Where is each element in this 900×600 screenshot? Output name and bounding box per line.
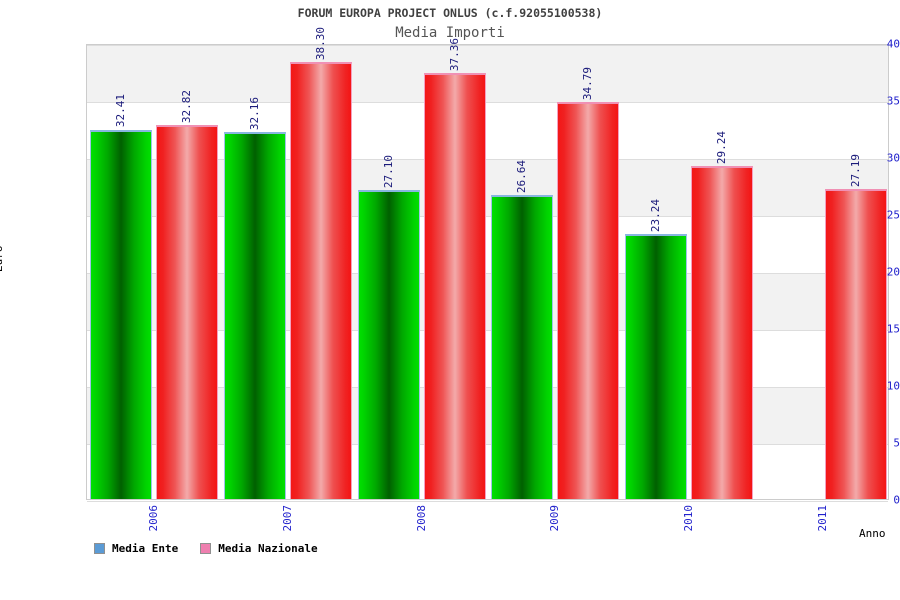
chart-subtitle: Media Importi bbox=[395, 25, 505, 41]
y-tick-label: 40 bbox=[886, 37, 900, 51]
y-tick-label: 35 bbox=[886, 94, 900, 108]
bar-2009-nazionale[interactable]: 34.79 bbox=[557, 67, 620, 499]
y-tick-label: 10 bbox=[886, 379, 900, 393]
legend-entry[interactable]: Media Ente bbox=[94, 542, 178, 555]
background-band bbox=[87, 273, 888, 330]
bar-2010-nazionale[interactable]: 29.24 bbox=[691, 131, 754, 499]
gridline bbox=[87, 387, 888, 388]
bar-2007-ente[interactable]: 32.16 bbox=[223, 97, 286, 499]
plot-area: 32.41 32.82 32.16 38.30 27.10 37.36 26.64 34.79… bbox=[86, 27, 889, 502]
gridline bbox=[87, 330, 888, 331]
x-axis-label: Anno bbox=[859, 527, 886, 540]
y-tick-label: 5 bbox=[893, 436, 900, 450]
legend-entry[interactable]: Media Nazionale bbox=[200, 542, 318, 555]
chart-legend: Media Ente Media Nazionale bbox=[94, 542, 318, 555]
gridline bbox=[87, 501, 888, 502]
bar-2010-ente[interactable]: 23.24 bbox=[625, 199, 688, 499]
legend-label: Media Ente bbox=[112, 542, 179, 555]
bar-2009-ente[interactable]: 26.64 bbox=[491, 160, 554, 499]
gridline bbox=[87, 444, 888, 445]
bar-2006-nazionale[interactable]: 32.82 bbox=[155, 90, 218, 499]
x-tick-label-2011: 2011 bbox=[816, 505, 830, 532]
x-tick-label-2010: 2010 bbox=[682, 505, 696, 532]
gridline bbox=[87, 159, 888, 160]
chart-title: FORUM EUROPA PROJECT ONLUS (c.f.92055100… bbox=[297, 6, 603, 20]
y-tick-label: 25 bbox=[886, 208, 900, 222]
bar-2011-nazionale[interactable]: 27.19 bbox=[825, 154, 888, 499]
bar-2008-nazionale[interactable]: 37.36 bbox=[423, 38, 486, 499]
x-tick-label-2009: 2009 bbox=[548, 505, 562, 532]
y-tick-label: 20 bbox=[886, 265, 900, 279]
bar-2007-nazionale[interactable]: 38.30 bbox=[289, 27, 352, 499]
y-axis-label: Euro bbox=[0, 245, 5, 273]
y-tick-label: 15 bbox=[886, 322, 900, 336]
background-band bbox=[87, 45, 888, 102]
legend-swatch-icon bbox=[94, 543, 105, 554]
x-tick-label-2008: 2008 bbox=[414, 505, 428, 532]
legend-label: Media Nazionale bbox=[218, 542, 318, 555]
background-band bbox=[87, 387, 888, 444]
gridline bbox=[87, 216, 888, 217]
gridline bbox=[87, 45, 888, 46]
bar-2006-ente[interactable]: 32.41 bbox=[89, 94, 152, 499]
x-tick-label-2007: 2007 bbox=[280, 505, 294, 532]
x-tick-label-2006: 2006 bbox=[146, 505, 160, 532]
bar-2008-ente[interactable]: 27.10 bbox=[357, 155, 420, 499]
background-band bbox=[87, 159, 888, 216]
legend-swatch-icon bbox=[200, 543, 212, 554]
gridline bbox=[87, 273, 888, 274]
y-tick-label: 30 bbox=[886, 151, 900, 165]
gridline bbox=[87, 102, 888, 103]
y-tick-label: 0 bbox=[893, 493, 900, 507]
